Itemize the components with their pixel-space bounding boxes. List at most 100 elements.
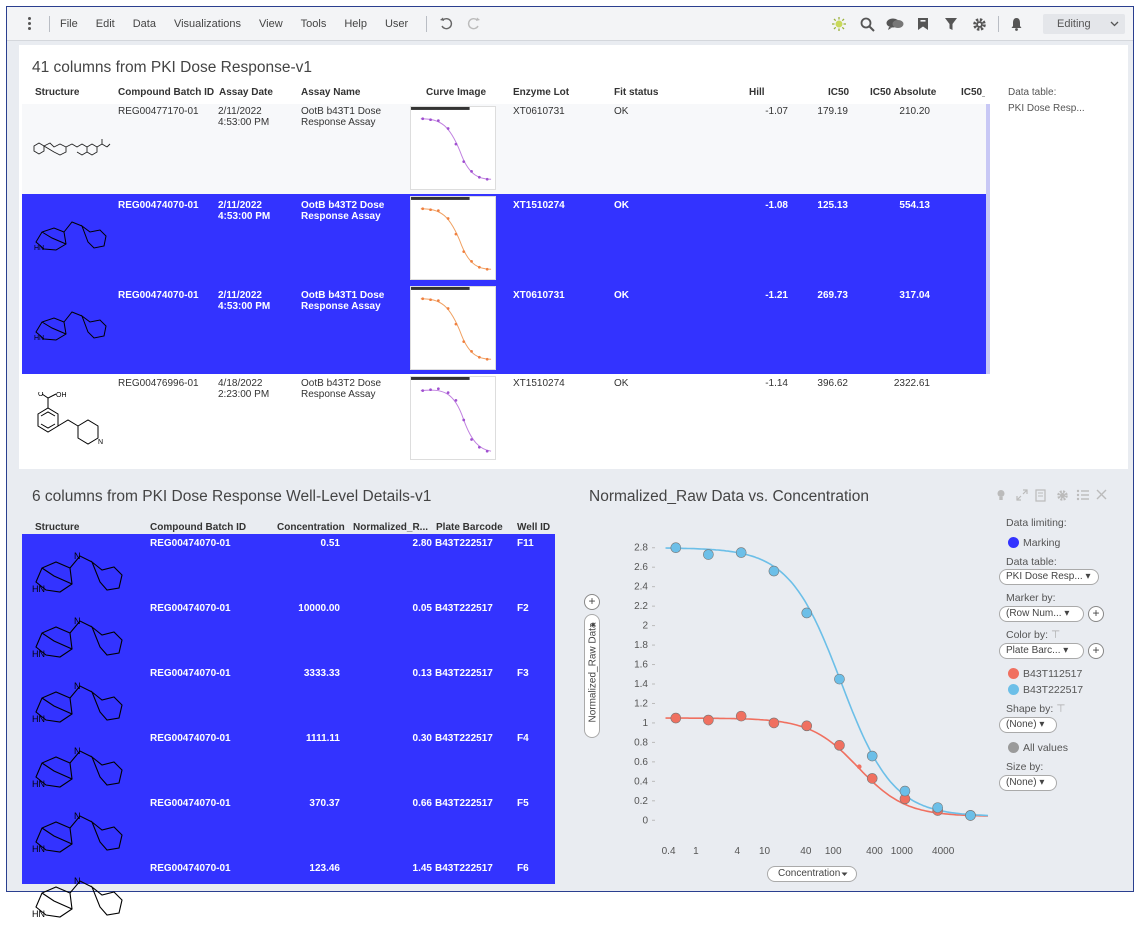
y-tick-label: 2.8 <box>634 543 648 554</box>
structure-image: HN <box>34 311 107 342</box>
menu-file[interactable]: File <box>60 17 78 30</box>
col-header-hill[interactable]: Hill <box>749 87 765 98</box>
add-marker-by-button[interactable]: + <box>1088 606 1104 622</box>
table-row[interactable]: REG00474070-01 2/11/2022 4:53:00 PM OotB … <box>22 284 986 374</box>
cell-assay-line1: OotB b43T2 Dose <box>301 200 385 211</box>
col-header-ic50[interactable]: IC50 <box>828 87 850 98</box>
cell-well-id: F6 <box>517 863 529 874</box>
cell-normalized-raw: 0.13 <box>412 668 432 679</box>
col-header-ic50-absolute[interactable]: IC50 Absolute <box>870 87 937 98</box>
settings-gear-icon[interactable] <box>970 15 988 33</box>
table-row[interactable]: HN N REG00474070-01 123.46 1.45 B43T222517 F6 <box>22 859 555 919</box>
svg-text:HN: HN <box>34 245 44 252</box>
col-header-compound-batch-id[interactable]: Compound Batch ID <box>118 87 215 98</box>
sort-icon[interactable]: ⊤ <box>1056 703 1066 715</box>
collaboration-icon[interactable] <box>886 15 904 33</box>
sort-icon[interactable]: ⊤ <box>1050 629 1061 641</box>
top-table-scrollbar[interactable] <box>986 104 990 374</box>
cell-well-id: F4 <box>517 733 529 744</box>
col-header-structure[interactable]: Structure <box>35 87 80 98</box>
lightbulb-icon[interactable] <box>996 489 1006 502</box>
table-row[interactable]: HN N REG00474070-01 1111.11 0.30 B43T222517 F4 <box>22 729 555 794</box>
cell-date: 2/11/2022 <box>218 200 262 211</box>
menu-visualizations[interactable]: Visualizations <box>173 17 242 30</box>
legend-item-b43t112517[interactable]: B43T112517 <box>1023 668 1083 680</box>
menu-user[interactable]: User <box>384 17 409 30</box>
col-header-normalized-raw[interactable]: Normalized_R... <box>353 522 429 533</box>
data-point <box>735 710 747 722</box>
mode-label: Editing <box>1057 18 1091 30</box>
col-header-assay-date[interactable]: Assay Date <box>219 87 273 98</box>
curve-image-thumbnail[interactable] <box>410 196 496 280</box>
col-header-concentration[interactable]: Concentration <box>277 522 345 533</box>
y-tick-label: 0 <box>642 815 648 826</box>
table-row[interactable]: HN N REG00474070-01 0.51 2.80 B43T222517 F11 <box>22 534 555 599</box>
col-header-structure[interactable]: Structure <box>35 522 80 533</box>
col-header-enzyme-lot[interactable]: Enzyme Lot <box>513 87 570 98</box>
notifications-bell-icon[interactable] <box>1007 15 1025 33</box>
maximize-icon[interactable] <box>1016 489 1028 501</box>
structure-image: HN N <box>30 873 130 926</box>
cell-batch-id: REG00474070-01 <box>150 603 231 614</box>
table-row[interactable]: HN N REG00474070-01 10000.00 0.05 B43T222517 F… <box>22 599 555 664</box>
marking-label[interactable]: Marking <box>1023 537 1061 549</box>
cell-normalized-raw: 2.80 <box>412 538 432 549</box>
col-header-assay-name[interactable]: Assay Name <box>301 87 361 98</box>
menu-data[interactable]: Data <box>132 17 156 30</box>
mode-dropdown[interactable]: Editing <box>1043 14 1125 34</box>
cell-fit-status: OK <box>614 200 629 211</box>
col-header-ic50-truncated[interactable]: IC50_ <box>961 87 985 98</box>
x-axis-selector-label: Concentration <box>778 868 841 879</box>
menu-edit[interactable]: Edit <box>95 17 115 30</box>
table-row[interactable]: HN N REG00474070-01 370.37 0.66 B43T222517 F5 <box>22 794 555 859</box>
all-values-label[interactable]: All values <box>1023 742 1068 754</box>
add-y-axis-button[interactable]: + <box>584 594 600 610</box>
col-header-compound-batch-id[interactable]: Compound Batch ID <box>150 522 247 533</box>
scatter-chart[interactable]: 0 0.2 0.4 0.6 0.8 1 1.2 1.4 1.6 1.8 2 2.2 2.4 2.6 2.8 0… <box>570 510 995 880</box>
chart-data-table-dropdown[interactable]: PKI Dose Resp... ▾ <box>999 569 1099 585</box>
col-header-well-id[interactable]: Well ID <box>517 522 551 533</box>
legend-list-icon[interactable] <box>1076 489 1089 501</box>
add-color-by-button[interactable]: + <box>1088 643 1104 659</box>
table-row[interactable]: REG00476996-01 4/18/2022 2:23:00 PM OotB … <box>22 374 986 462</box>
recommendations-icon[interactable] <box>830 15 848 33</box>
menu-help[interactable]: Help <box>344 17 367 30</box>
details-icon[interactable] <box>1035 489 1047 502</box>
table-row[interactable]: REG00477170-01 2/11/2022 4:53:00 PM OotB … <box>22 104 986 194</box>
curve-image-thumbnail[interactable] <box>410 376 496 460</box>
cell-ic50: 269.73 <box>817 290 848 301</box>
cell-well-id: F11 <box>517 538 534 549</box>
col-header-plate-barcode[interactable]: Plate Barcode <box>436 522 503 533</box>
bookmark-icon[interactable] <box>914 15 932 33</box>
curve-image-thumbnail[interactable] <box>410 286 496 370</box>
size-by-dropdown[interactable]: (None) ▾ <box>999 775 1057 791</box>
structure-image: HN N <box>30 808 130 861</box>
marker-by-dropdown[interactable]: (Row Num... ▾ <box>999 606 1084 622</box>
menu-tools[interactable]: Tools <box>300 17 327 30</box>
legend-item-b43t222517[interactable]: B43T222517 <box>1023 684 1084 696</box>
col-header-curve-image[interactable]: Curve Image <box>426 87 487 98</box>
cell-batch-id: REG00474070-01 <box>150 733 231 744</box>
col-header-fit-status[interactable]: Fit status <box>614 87 659 98</box>
cell-ic50-absolute: 317.04 <box>899 290 930 301</box>
search-icon[interactable] <box>858 15 876 33</box>
color-by-dropdown[interactable]: Plate Barc... ▾ <box>999 643 1084 659</box>
svg-text:N: N <box>74 876 81 886</box>
redo-icon[interactable] <box>465 15 483 33</box>
y-axis-selector[interactable]: Normalized_Raw Data <box>584 614 600 738</box>
visualization-settings-icon[interactable] <box>1056 489 1069 502</box>
filter-icon[interactable] <box>942 15 960 33</box>
shape-by-dropdown[interactable]: (None) ▾ <box>999 717 1057 733</box>
undo-icon[interactable] <box>437 15 455 33</box>
menu-view[interactable]: View <box>259 17 283 30</box>
data-point <box>670 712 682 724</box>
close-icon[interactable] <box>1096 489 1107 500</box>
data-point <box>670 542 682 554</box>
x-axis-selector[interactable]: Concentration <box>767 866 857 882</box>
table-row[interactable]: REG00474070-01 2/11/2022 4:53:00 PM OotB … <box>22 194 986 284</box>
cell-concentration: 123.46 <box>309 863 340 874</box>
table-row[interactable]: HN N REG00474070-01 3333.33 0.13 B43T222517 F3 <box>22 664 555 729</box>
curve-image-thumbnail[interactable] <box>410 106 496 190</box>
kebab-menu-icon[interactable] <box>19 14 39 34</box>
top-data-table-value[interactable]: PKI Dose Resp... <box>1008 103 1085 114</box>
